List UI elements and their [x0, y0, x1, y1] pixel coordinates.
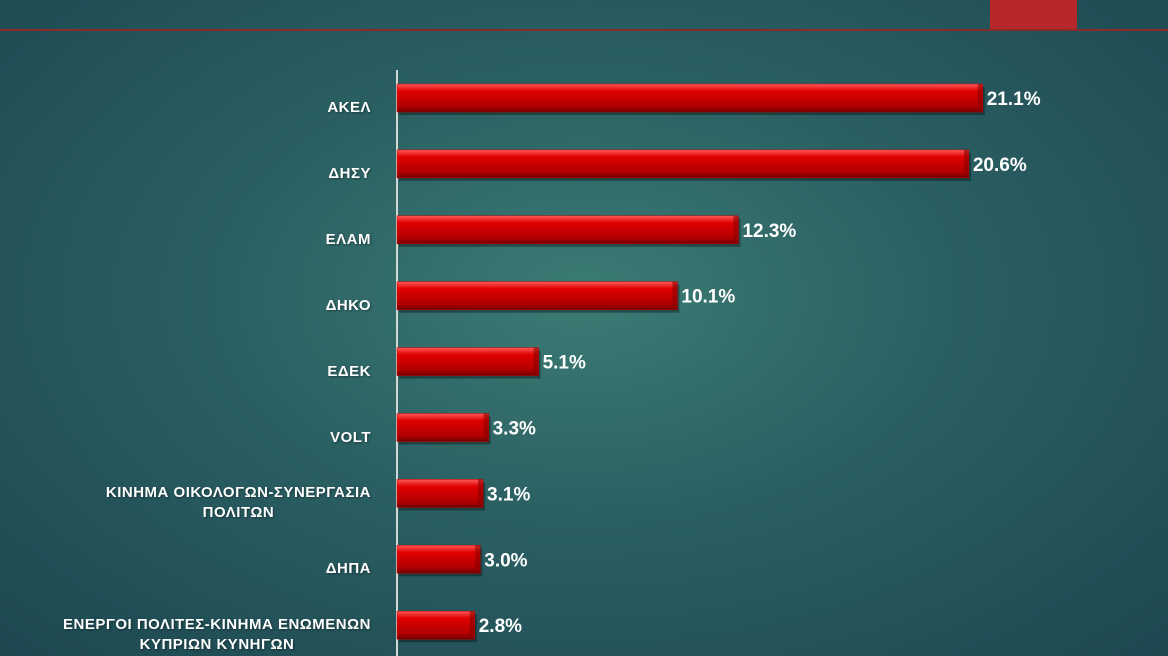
value-label: 3.0%: [484, 550, 527, 571]
bar: [396, 149, 970, 179]
header-accent: [990, 0, 1077, 29]
category-label: VOLT: [330, 428, 371, 446]
category-label: ΚΙΝΗΜΑ ΟΙΚΟΛΟΓΩΝ-ΣΥΝΕΡΓΑΣΙΑ ΠΟΛΙΤΩΝ: [105, 484, 371, 522]
category-label: ΔΗΣΥ: [328, 164, 371, 182]
bar: [396, 281, 678, 310]
bar-end: [469, 611, 475, 640]
bar-end: [475, 545, 481, 574]
bar-end: [977, 84, 983, 112]
category-label: ΕΔΕΚ: [327, 362, 371, 380]
value-label: 5.1%: [543, 353, 586, 374]
bar: [396, 413, 489, 442]
bar: [396, 610, 475, 640]
value-label: 21.1%: [987, 89, 1041, 110]
category-label: ΕΛΑΜ: [325, 230, 371, 248]
value-label: 20.6%: [973, 155, 1027, 176]
bar-end: [963, 149, 969, 178]
bar-end: [672, 281, 678, 310]
category-label: ΔΗΠΑ: [325, 560, 371, 578]
bar-end: [478, 479, 484, 508]
value-label: 10.1%: [681, 287, 735, 308]
bar: [396, 347, 539, 376]
value-label: 3.3%: [493, 419, 536, 440]
category-label: ΑΚΕΛ: [327, 99, 371, 116]
bar: [396, 479, 484, 508]
value-label: 3.1%: [487, 484, 530, 505]
bar-end: [533, 347, 539, 376]
bar-end: [733, 215, 739, 244]
bar: [396, 545, 481, 574]
bar-end: [483, 413, 489, 442]
category-label: ΔΗΚΟ: [325, 296, 371, 314]
value-label: 2.8%: [479, 616, 522, 637]
category-label: ΕΝΕΡΓΟΙ ΠΟΛΙΤΕΣ-ΚΙΝΗΜΑ ΕΝΩΜΕΝΩΝ ΚΥΠΡΙΩΝ …: [62, 616, 371, 654]
bar: [396, 83, 983, 113]
bar: [396, 215, 739, 245]
value-label: 12.3%: [742, 221, 796, 242]
